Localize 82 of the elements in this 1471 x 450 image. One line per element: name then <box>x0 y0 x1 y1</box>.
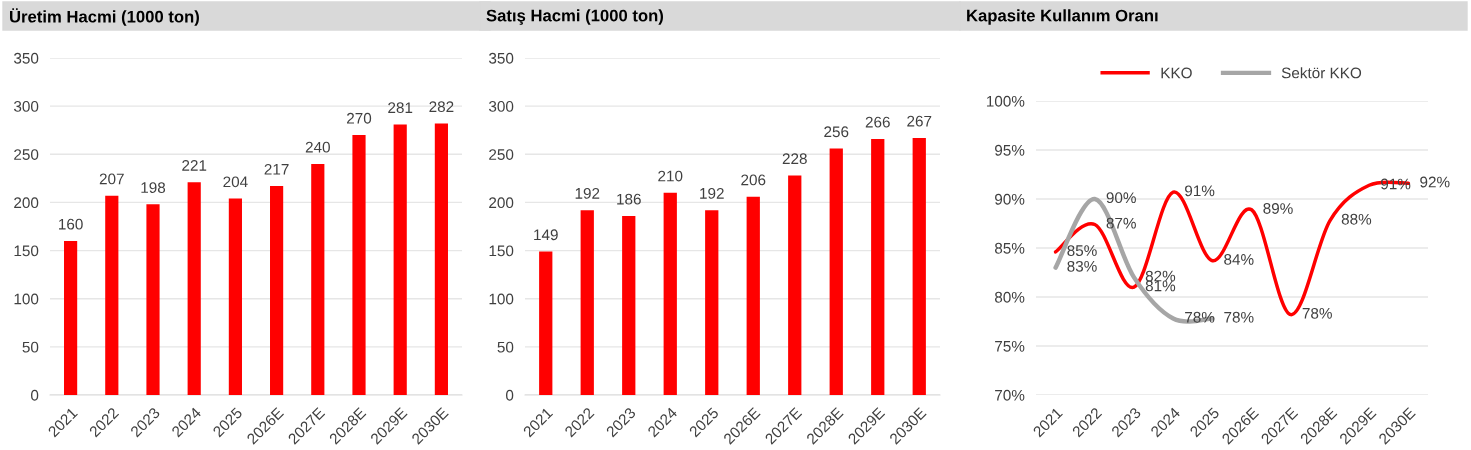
data-label: 91% <box>1185 185 1215 197</box>
y-tick-label: 150 <box>14 245 39 257</box>
bar <box>352 135 366 395</box>
bar <box>105 195 119 395</box>
bar <box>393 124 407 395</box>
data-label: 89% <box>1263 203 1293 214</box>
chart-title: Kapasite Kullanım Oranı <box>967 9 1158 25</box>
data-label: 206 <box>741 174 766 186</box>
data-label: 281 <box>388 102 413 114</box>
data-label: 282 <box>429 101 454 113</box>
bar <box>146 204 160 395</box>
y-tick-label: 250 <box>14 149 39 160</box>
y-tick-label: 75% <box>995 340 1025 352</box>
data-label: 210 <box>658 170 683 182</box>
data-label: 160 <box>59 218 83 230</box>
y-tick-label: 350 <box>488 52 514 64</box>
y-tick-label: 100 <box>489 293 514 305</box>
data-label: 192 <box>575 187 600 199</box>
bar <box>829 148 843 395</box>
data-label: 90% <box>1106 192 1136 204</box>
y-tick-label: 150 <box>489 245 514 257</box>
y-tick-label: 85% <box>994 242 1025 254</box>
data-label: 186 <box>617 193 641 205</box>
y-tick-label: 100% <box>986 95 1025 107</box>
data-label: 267 <box>907 115 932 127</box>
bar <box>64 240 78 395</box>
data-label: 81% <box>1145 280 1176 292</box>
legend-label: Sektör KKO <box>1281 67 1362 79</box>
bar <box>187 182 201 395</box>
bar <box>788 175 802 395</box>
data-label: 217 <box>264 163 289 175</box>
chart-title: Satış Hacmi (1000 ton) <box>486 9 664 25</box>
y-tick-label: 70% <box>995 389 1025 401</box>
y-tick-label: 50 <box>497 341 514 353</box>
y-tick-label: 0 <box>505 389 514 401</box>
data-label: 270 <box>347 112 372 124</box>
data-label: 207 <box>99 173 124 185</box>
data-label: 221 <box>182 160 207 171</box>
y-tick-label: 80% <box>994 291 1025 303</box>
data-label: 85% <box>1067 245 1097 257</box>
data-label: 266 <box>865 116 890 128</box>
y-tick-label: 350 <box>13 52 39 64</box>
data-label: 78% <box>1224 311 1254 323</box>
data-label: 240 <box>305 141 330 153</box>
y-tick-label: 300 <box>488 101 514 112</box>
data-label: 198 <box>141 182 166 193</box>
data-label: 82% <box>1145 270 1176 282</box>
legend-label: KKO <box>1161 67 1192 79</box>
bar <box>705 210 719 395</box>
y-tick-label: 300 <box>13 101 39 112</box>
data-label: 78% <box>1185 311 1215 323</box>
data-label: 83% <box>1067 260 1097 272</box>
data-label: 192 <box>700 187 724 199</box>
data-label: 87% <box>1106 217 1136 229</box>
y-tick-label: 250 <box>489 149 514 160</box>
y-tick-label: 100 <box>14 293 39 305</box>
y-tick-label: 50 <box>22 341 39 353</box>
bar <box>746 196 760 395</box>
y-tick-label: 200 <box>14 197 39 209</box>
bar <box>228 198 242 395</box>
bar <box>580 210 594 395</box>
data-label: 88% <box>1341 213 1372 225</box>
y-tick-label: 90% <box>995 193 1025 205</box>
data-label: 256 <box>824 126 849 138</box>
y-tick-label: 95% <box>995 144 1025 156</box>
data-label: 92% <box>1420 176 1450 188</box>
bar <box>270 186 284 395</box>
data-label: 204 <box>223 176 248 188</box>
bar <box>871 138 885 395</box>
data-label: 78% <box>1302 307 1332 319</box>
chart-title: Üretim Hacmi (1000 ton) <box>10 8 199 26</box>
y-tick-label: 200 <box>489 197 514 209</box>
data-label: 149 <box>534 229 558 241</box>
bar <box>539 251 553 395</box>
data-label: 84% <box>1224 254 1254 265</box>
bar <box>663 192 677 395</box>
bar <box>434 123 448 395</box>
bar <box>912 137 926 395</box>
data-label: 228 <box>782 153 807 165</box>
bar <box>622 215 636 395</box>
bar <box>311 163 325 395</box>
y-tick-label: 0 <box>30 389 39 401</box>
